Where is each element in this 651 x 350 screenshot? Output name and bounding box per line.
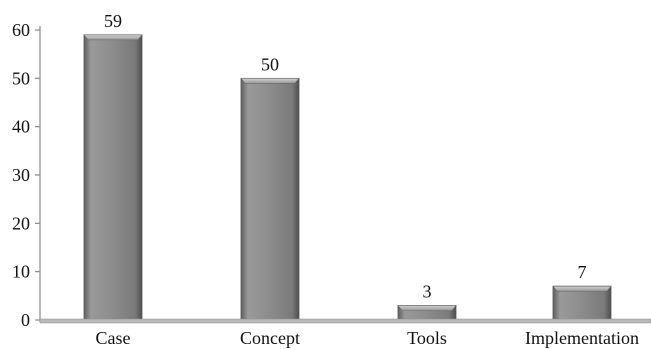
x-tick-label: Implementation — [525, 328, 639, 348]
bar-cap — [552, 285, 612, 292]
bar-value-label: 3 — [423, 282, 432, 302]
bar-concept: 50 — [240, 54, 300, 321]
x-axis: Case Concept Tools Implementation — [39, 318, 651, 348]
bar-tools: 3 — [397, 282, 457, 321]
y-axis: 0 10 20 30 40 50 60 — [12, 20, 41, 330]
bars: 59 50 3 7 — [83, 11, 612, 321]
bar — [83, 34, 143, 321]
y-tick-label: 0 — [21, 310, 30, 330]
bar-case: 59 — [83, 11, 143, 321]
bar-implementation: 7 — [552, 262, 612, 321]
x-tick-label: Tools — [407, 328, 447, 348]
bar-cap — [397, 305, 457, 311]
x-axis-line — [39, 318, 651, 324]
y-tick-label: 20 — [12, 213, 30, 233]
x-tick-label: Concept — [240, 328, 300, 348]
bar-value-label: 50 — [261, 54, 279, 74]
y-tick-label: 40 — [12, 117, 30, 137]
bar-value-label: 7 — [578, 262, 587, 282]
y-tick-label: 50 — [12, 68, 30, 88]
bar — [552, 285, 612, 321]
bar-cap — [83, 34, 143, 41]
x-tick-label: Case — [96, 328, 131, 348]
y-tick-label: 60 — [12, 20, 30, 40]
bar — [240, 77, 300, 321]
bar-cap — [240, 78, 300, 84]
bar-value-label: 59 — [104, 11, 122, 31]
y-tick-label: 30 — [12, 165, 30, 185]
y-tick-label: 10 — [12, 262, 30, 282]
